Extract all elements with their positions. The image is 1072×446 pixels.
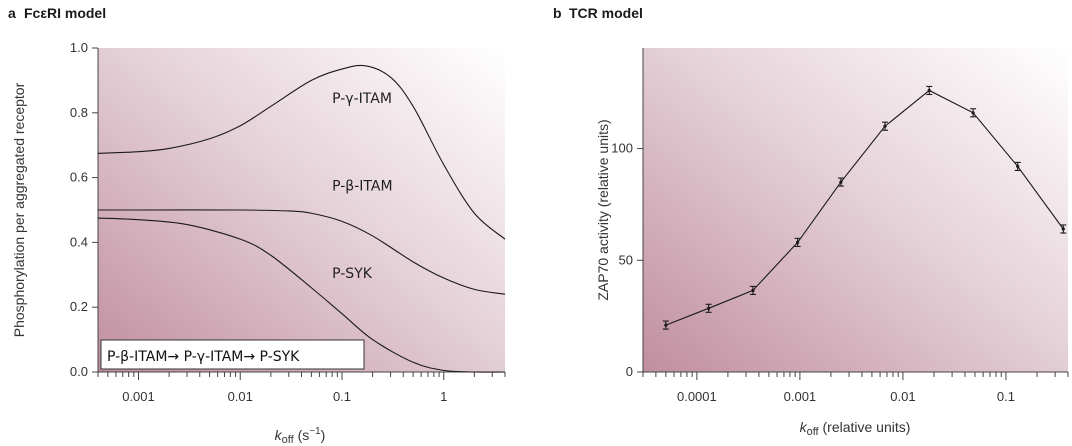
panel-b-data-point xyxy=(927,88,931,93)
panel-b-x-tick-label: 0.001 xyxy=(784,389,817,404)
panel-b-data-point xyxy=(1016,164,1020,169)
panel-a-series-label: P-SYK xyxy=(332,266,373,282)
panel-b-y-tick-label: 100 xyxy=(611,141,633,156)
panel-b-data-point xyxy=(707,306,711,310)
panel-b-series-line-0 xyxy=(665,89,1064,326)
panel-b-data-point xyxy=(796,240,800,244)
panel-a-series-line-0 xyxy=(97,64,506,240)
panel-b-title: TCR model xyxy=(569,5,643,21)
panel-b-x-tick-label: 0.0001 xyxy=(677,389,717,404)
panel-b-data-point xyxy=(1061,227,1065,231)
panel-a-y-tick-label: 1.0 xyxy=(70,40,88,55)
panel-a-series-label: P-γ-ITAM xyxy=(332,91,392,107)
panel-b-data-point xyxy=(664,323,668,327)
panel-a-y-tick-label: 0.8 xyxy=(70,105,88,120)
panel-a-x-label: koff (s−1) xyxy=(275,426,326,446)
panel-a-y-tick-label: 0.2 xyxy=(70,299,88,314)
panel-a-y-tick-label: 0.4 xyxy=(70,234,88,249)
panel-b: b TCR model 0 50 100 0.0001 0.001 0.01 0.1 ZA… xyxy=(553,5,1069,438)
panel-a-x-tick-label: 0.1 xyxy=(333,389,351,404)
panel-b-x-tick-label: 0.1 xyxy=(997,389,1015,404)
panel-a-annotation-box xyxy=(100,339,365,370)
panel-b-y-label: ZAP70 activity (relative units) xyxy=(595,119,611,300)
panel-b-y-tick-label: 50 xyxy=(619,252,633,267)
panel-a-letter: a xyxy=(8,5,16,21)
panel-b-x-label: koff (relative units) xyxy=(800,419,911,438)
panel-a-x-tick-label: 0.01 xyxy=(228,389,253,404)
panel-a-x-tick-label: 0.001 xyxy=(122,389,155,404)
panel-b-y-tick-label: 0 xyxy=(626,364,633,379)
panel-a-y-tick-label: 0.6 xyxy=(70,170,88,185)
panel-b-letter: b xyxy=(553,5,562,21)
panel-a-series-line-2 xyxy=(97,217,506,373)
panel-b-x-tick-label: 0.01 xyxy=(890,389,915,404)
panel-a-title: FcεRI model xyxy=(24,5,106,21)
panel-b-data-point xyxy=(883,124,887,128)
panel-a-annotation: P-β-ITAM→ P-γ-ITAM→ P-SYK xyxy=(107,349,300,365)
panel-a-y-label: Phosphorylation per aggregated receptor xyxy=(11,82,27,337)
panel-b-data-point xyxy=(971,111,975,115)
panel-a: a FcεRI model 0.0 0.2 0.4 0.6 0.8 1.0 0.001 0.… xyxy=(8,5,506,446)
panel-a-x-tick-label: 1 xyxy=(440,389,447,404)
panel-b-data-point xyxy=(839,180,843,184)
panel-b-plot-area xyxy=(643,48,1068,372)
panel-b-data-point xyxy=(751,288,755,293)
panel-a-series-label: P-β-ITAM xyxy=(332,179,392,195)
panel-a-series-line-1 xyxy=(97,209,506,295)
panel-a-y-tick-label: 0.0 xyxy=(70,364,88,379)
